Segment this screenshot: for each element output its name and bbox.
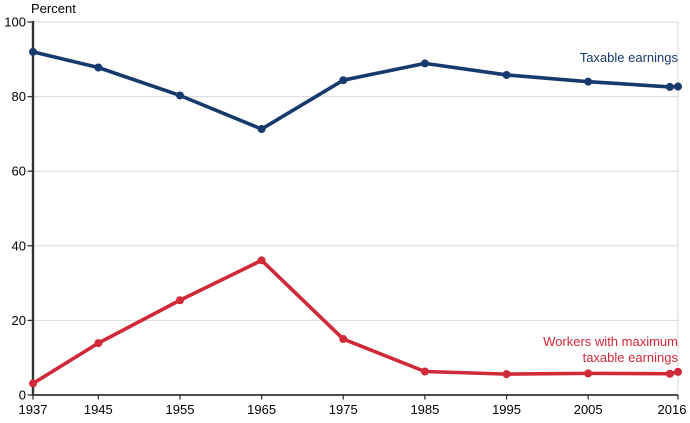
x-tick-label: 1995 <box>492 402 521 417</box>
data-point-taxable-earnings-2005 <box>584 77 593 86</box>
data-point-workers-maximum-taxable-1937 <box>29 379 37 388</box>
data-point-taxable-earnings-1975 <box>339 76 348 85</box>
data-point-workers-maximum-taxable-1965 <box>257 256 266 265</box>
y-tick-label: 20 <box>12 313 26 328</box>
data-point-workers-maximum-taxable-2016 <box>674 367 682 376</box>
x-tick-label: 1937 <box>19 402 48 417</box>
data-point-taxable-earnings-1985 <box>420 59 429 68</box>
data-point-taxable-earnings-2016 <box>674 82 682 91</box>
y-axis-unit-label: Percent <box>31 1 76 16</box>
data-point-taxable-earnings-1955 <box>175 91 184 100</box>
x-tick-label: 1955 <box>166 402 195 417</box>
x-tick-label: 1975 <box>329 402 358 417</box>
x-tick-label: 1965 <box>247 402 276 417</box>
data-point-taxable-earnings-2015 <box>665 82 674 91</box>
x-tick-label: 2016 <box>658 402 687 417</box>
data-point-workers-maximum-taxable-2015 <box>665 369 674 378</box>
data-point-workers-maximum-taxable-2005 <box>584 369 593 378</box>
data-point-workers-maximum-taxable-1975 <box>339 335 348 344</box>
data-point-taxable-earnings-1965 <box>257 125 266 134</box>
series-label-workers-maximum-taxable: taxable earnings <box>583 350 679 365</box>
data-point-workers-maximum-taxable-1945 <box>94 339 103 348</box>
series-label-taxable-earnings: Taxable earnings <box>580 50 679 65</box>
data-point-workers-maximum-taxable-1995 <box>502 370 511 379</box>
data-point-workers-maximum-taxable-1985 <box>420 367 429 376</box>
series-line-taxable-earnings <box>31 50 680 131</box>
y-tick-label: 60 <box>12 164 26 179</box>
y-tick-label: 100 <box>4 15 26 30</box>
x-tick-label: 2005 <box>574 402 603 417</box>
data-point-taxable-earnings-1937 <box>29 47 37 56</box>
y-tick-label: 0 <box>19 388 26 403</box>
data-point-taxable-earnings-1945 <box>94 63 103 72</box>
y-tick-label: 80 <box>12 89 26 104</box>
y-tick-label: 40 <box>12 238 26 253</box>
data-point-workers-maximum-taxable-1955 <box>175 296 184 305</box>
x-tick-label: 1945 <box>84 402 113 417</box>
series-line-workers-maximum-taxable <box>31 258 680 386</box>
series-label-workers-maximum-taxable: Workers with maximum <box>543 334 678 349</box>
x-tick-label: 1985 <box>410 402 439 417</box>
data-point-taxable-earnings-1995 <box>502 70 511 79</box>
